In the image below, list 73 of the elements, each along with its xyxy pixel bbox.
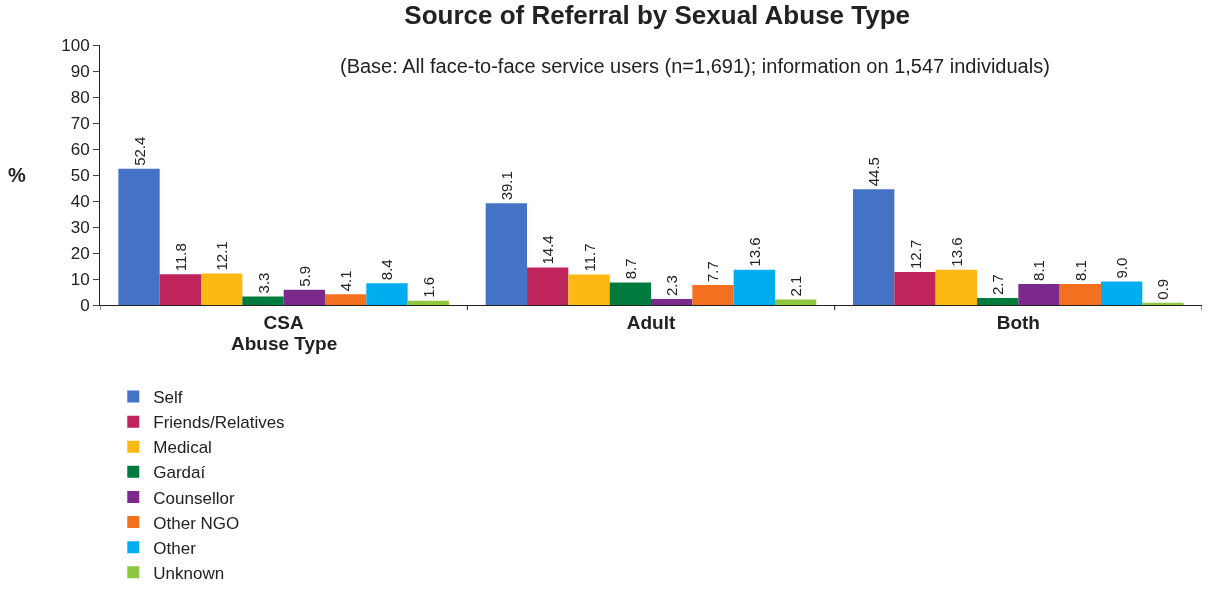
bar bbox=[609, 282, 651, 305]
y-tick-label: 30 bbox=[70, 217, 90, 237]
y-tick-label: 60 bbox=[70, 139, 90, 159]
text: 11.8 bbox=[171, 243, 189, 272]
text: 8.1 bbox=[1071, 260, 1089, 281]
text: 11.7 bbox=[580, 243, 598, 272]
bar bbox=[935, 269, 978, 305]
text: 4.1 bbox=[337, 270, 355, 292]
bar bbox=[283, 289, 325, 305]
y-tick-label: 50 bbox=[70, 165, 90, 185]
y-tick-label: 40 bbox=[70, 191, 90, 211]
bar bbox=[894, 271, 936, 305]
bar bbox=[159, 274, 202, 305]
text: 2.7 bbox=[989, 274, 1007, 295]
legend-label: Unknown bbox=[153, 563, 225, 583]
bar bbox=[242, 296, 284, 305]
chart-title: Source of Referral by Sexual Abuse Type bbox=[404, 0, 911, 31]
x-tick-label: CSA bbox=[263, 311, 304, 333]
bar bbox=[407, 300, 449, 305]
text: 13.6 bbox=[947, 237, 965, 267]
bar bbox=[1100, 281, 1143, 305]
text: 44.5 bbox=[865, 157, 883, 187]
text: 12.1 bbox=[213, 241, 231, 271]
bar bbox=[651, 299, 693, 305]
bar bbox=[366, 283, 408, 305]
text: 14.4 bbox=[539, 235, 557, 265]
y-tick-label: 70 bbox=[70, 113, 90, 133]
legend-label: Counsellor bbox=[153, 488, 235, 508]
bar bbox=[485, 203, 528, 305]
y-tick-label: 100 bbox=[61, 35, 90, 55]
text: 13.6 bbox=[745, 237, 763, 267]
text: 8.7 bbox=[621, 258, 639, 280]
text: 3.3 bbox=[254, 272, 272, 294]
text: 9.0 bbox=[1113, 257, 1131, 279]
x-tick-label: Both bbox=[996, 311, 1040, 333]
text: 1.6 bbox=[419, 276, 437, 298]
bar bbox=[774, 299, 817, 305]
bar bbox=[977, 297, 1019, 305]
text: 12.7 bbox=[906, 239, 924, 269]
x-tick-label: Adult bbox=[626, 311, 676, 333]
text: 2.1 bbox=[787, 275, 805, 297]
bar bbox=[118, 168, 160, 305]
legend-label: Medical bbox=[153, 438, 212, 458]
y-axis-title: % bbox=[8, 164, 26, 186]
legend-label: Gardaí bbox=[153, 463, 206, 483]
bar bbox=[527, 267, 569, 305]
text: 8.4 bbox=[378, 259, 396, 281]
bar bbox=[201, 273, 243, 305]
legend-label: Friends/Relatives bbox=[153, 413, 285, 433]
text: 52.4 bbox=[130, 136, 148, 166]
bar bbox=[733, 269, 775, 305]
legend-label: Self bbox=[153, 388, 183, 408]
legend-label: Other bbox=[153, 538, 197, 558]
bar bbox=[1018, 283, 1060, 305]
bar bbox=[692, 284, 734, 305]
text: (Base: All face-to-face service users (n=1,691); information on 1,547 individuals) bbox=[340, 55, 1050, 77]
y-tick-label: 10 bbox=[70, 269, 90, 289]
x-axis-title: Abuse Type bbox=[231, 333, 338, 354]
text: 8.1 bbox=[1030, 260, 1048, 281]
text: 5.9 bbox=[295, 265, 313, 287]
y-tick-label: 80 bbox=[70, 87, 90, 107]
bar bbox=[568, 274, 610, 305]
y-tick-label: 0 bbox=[80, 295, 90, 315]
y-tick-label: 20 bbox=[70, 243, 90, 263]
y-tick-label: 90 bbox=[70, 61, 90, 81]
bar bbox=[853, 189, 895, 305]
text: 7.7 bbox=[704, 261, 722, 282]
text: 0.9 bbox=[1154, 278, 1172, 300]
text: 2.3 bbox=[663, 275, 681, 297]
legend-label: Other NGO bbox=[153, 513, 240, 533]
bar bbox=[1059, 283, 1101, 305]
bar bbox=[324, 294, 367, 305]
text: 39.1 bbox=[497, 171, 515, 201]
